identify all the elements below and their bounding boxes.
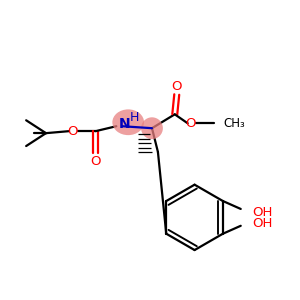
Text: OH: OH [253, 206, 273, 219]
Text: O: O [90, 155, 101, 168]
Text: N: N [118, 117, 130, 131]
Text: OH: OH [253, 217, 273, 230]
Text: O: O [172, 80, 182, 93]
Text: O: O [185, 117, 196, 130]
Text: O: O [68, 125, 78, 138]
Text: CH₃: CH₃ [223, 117, 245, 130]
Text: H: H [130, 111, 139, 124]
Ellipse shape [141, 117, 163, 139]
Ellipse shape [112, 110, 144, 135]
